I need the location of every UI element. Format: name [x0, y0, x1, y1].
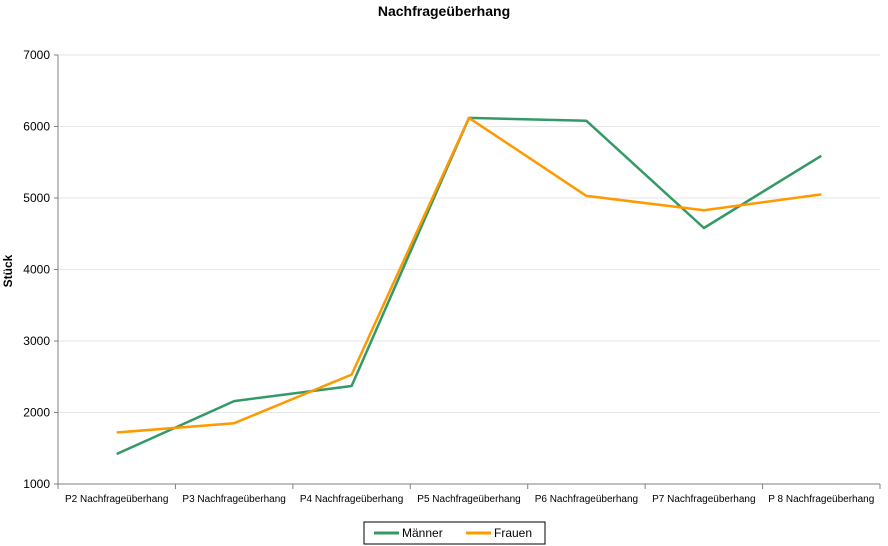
x-tick-label: P5 Nachfrageüberhang	[417, 494, 520, 505]
series-line-frauen	[116, 116, 822, 434]
legend: Männer Frauen	[363, 521, 546, 545]
legend-frame	[363, 521, 546, 545]
legend-label-maenner: Männer	[402, 526, 443, 540]
y-tick-label: 2000	[23, 406, 50, 420]
x-tick-labels: P2 Nachfrageüberhang P3 Nachfrageüberhang…	[57, 484, 881, 505]
series	[116, 116, 822, 456]
y-tick-label: 5000	[23, 191, 50, 205]
legend-label-frauen: Frauen	[494, 526, 532, 540]
chart-title: Nachfrageüberhang	[377, 3, 511, 19]
gridlines	[58, 54, 880, 413]
y-tick-label: 3000	[23, 334, 50, 348]
y-tick-label: 7000	[23, 48, 50, 62]
series-line-maenner	[116, 116, 822, 456]
y-tick-label: 6000	[23, 120, 50, 134]
y-axis-title: Stück	[1, 254, 15, 287]
x-tick-label: P4 Nachfrageüberhang	[300, 494, 403, 505]
x-tick-label: P3 Nachfrageüberhang	[182, 494, 285, 505]
x-tick-label: P 8 Nachfrageüberhang	[768, 494, 874, 505]
x-tick-label: P6 Nachfrageüberhang	[535, 494, 638, 505]
x-tick-label: P7 Nachfrageüberhang	[652, 494, 755, 505]
y-tick-label: 1000	[23, 477, 50, 491]
y-tick-label: 4000	[23, 263, 50, 277]
x-tick-label: P2 Nachfrageüberhang	[65, 494, 168, 505]
y-tick-labels: 1000 2000 3000 4000 5000 6000 7000	[23, 48, 58, 491]
